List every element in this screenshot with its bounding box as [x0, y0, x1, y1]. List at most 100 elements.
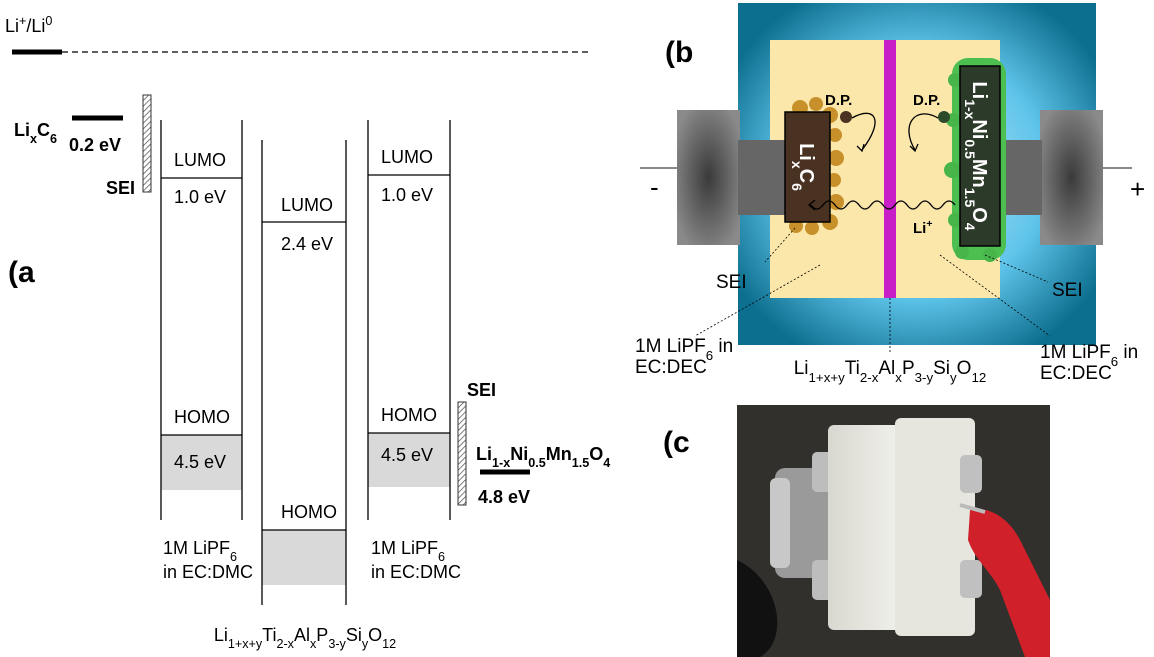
text-part: C: [795, 169, 817, 183]
sei-label: SEI: [106, 178, 135, 198]
superscript: 0: [45, 14, 52, 28]
dp-label: D.P.: [913, 92, 940, 109]
text-part: 1M LiPF: [1040, 342, 1111, 363]
anode-formula: LixC6: [14, 120, 57, 146]
text-part: Li: [794, 358, 809, 379]
text-part: Ni: [968, 119, 990, 139]
text-part: O: [589, 444, 603, 464]
superscript: +: [926, 218, 932, 230]
superscript: +: [19, 14, 26, 28]
homo-label: HOMO: [281, 502, 337, 522]
text-part: Al: [878, 358, 895, 379]
homo-energy: 4.5 eV: [381, 445, 433, 465]
column-name: in EC:DMC: [371, 562, 461, 582]
positive-terminal: +: [1130, 174, 1145, 204]
panel-b: (b D.P. D.P. Li+ LixC6: [635, 3, 1145, 385]
dp-label: D.P.: [825, 92, 852, 109]
text-part: 1M LiPF: [635, 336, 706, 357]
electrolyte-label: EC:DEC: [635, 357, 707, 378]
reference-label: Li+/Li0: [5, 14, 52, 36]
subscript: 0.5: [528, 456, 546, 470]
column-name: 1M LiPF6: [163, 538, 237, 564]
subscript: 0.5: [962, 139, 978, 159]
column-name: Li1+x+yTi2-xAlxP3-ySiyO12: [214, 625, 396, 651]
page: { "panel_a": { "label": "(a", "reference…: [0, 0, 1154, 657]
sei-label: SEI: [467, 380, 496, 400]
column-name: in EC:DMC: [163, 562, 253, 582]
current-collector: [1000, 140, 1042, 215]
figure: Li+/Li0 LixC6 0.2 eV SEI LUMO 1.0 eV HOM…: [0, 0, 1154, 657]
subscript: 6: [50, 132, 57, 146]
current-collector: [738, 140, 788, 215]
text-part: Al: [294, 625, 310, 645]
text-part: O: [368, 625, 382, 645]
text-part: Li: [5, 16, 19, 36]
current-collector: [677, 110, 740, 245]
subscript: 2-x: [860, 370, 879, 385]
text-part: Li: [968, 81, 990, 99]
decomposition-product: [938, 111, 950, 123]
subscript: x: [789, 161, 805, 169]
text-part: Ti: [845, 358, 860, 379]
homo-band: [262, 530, 346, 585]
panel-label: (b: [665, 36, 693, 69]
homo-label: HOMO: [174, 407, 230, 427]
subscript: 1-x: [492, 456, 510, 470]
panel-label: (a: [8, 256, 35, 289]
subscript: x: [30, 132, 37, 146]
text-part: O: [957, 358, 972, 379]
text-part: Li: [795, 143, 817, 161]
current-collector: [1040, 110, 1103, 245]
cell-photo: [737, 405, 1050, 657]
subscript: 1.5: [572, 456, 590, 470]
panel-a: Li+/Li0 LixC6 0.2 eV SEI LUMO 1.0 eV HOM…: [5, 14, 610, 651]
cathode-formula: Li1-xNi0.5Mn1.5O4: [476, 444, 610, 470]
text-part: Li: [214, 625, 228, 645]
subscript: 3-y: [328, 637, 346, 651]
text-part: Si: [346, 625, 362, 645]
subscript: 4: [603, 456, 610, 470]
lumo-label: LUMO: [381, 147, 433, 167]
text-part: Ni: [510, 444, 528, 464]
text-part: Li: [913, 220, 926, 237]
text-part: O: [968, 207, 990, 223]
electrolyte-label: EC:DEC: [1040, 363, 1112, 384]
sei-label: SEI: [1052, 280, 1083, 301]
text-part: P: [316, 625, 328, 645]
subscript: 12: [971, 370, 986, 385]
negative-terminal: -: [650, 172, 659, 202]
subscript: 1+x+y: [809, 370, 846, 385]
lumo-energy: 2.4 eV: [281, 234, 333, 254]
subscript: 12: [382, 637, 396, 651]
panel-c: (c: [663, 405, 1050, 657]
text-part: Li: [14, 120, 30, 140]
subscript: 3-y: [915, 370, 934, 385]
sei-label: SEI: [716, 272, 747, 293]
subscript: 4: [962, 223, 978, 231]
lumo-energy: 1.0 eV: [381, 185, 433, 205]
subscript: 6: [789, 183, 805, 191]
sei-layer: [143, 95, 151, 192]
text-part: C: [37, 120, 50, 140]
subscript: 6: [1111, 354, 1118, 369]
text-part: P: [902, 358, 915, 379]
text-part: in EC:DMC: [163, 562, 253, 582]
text-part: in: [713, 336, 733, 357]
text-part: Si: [933, 358, 950, 379]
text-part: EC:DEC: [635, 357, 707, 378]
text-part: Mn: [968, 159, 990, 188]
text-part: EC:DEC: [1040, 363, 1112, 384]
lumo-energy: 1.0 eV: [174, 187, 226, 207]
text-part: /Li: [26, 16, 45, 36]
subscript: 1.5: [962, 188, 978, 208]
separator-label: Li1+x+yTi2-xAlxP3-ySiyO12: [794, 358, 987, 385]
subscript: 6: [706, 348, 713, 363]
panel-label: (c: [663, 426, 690, 459]
subscript: 2-x: [276, 637, 294, 651]
text-part: Li: [476, 444, 492, 464]
column-name: 1M LiPF6: [371, 538, 445, 564]
text-part: in EC:DMC: [371, 562, 461, 582]
text-part: Mn: [546, 444, 572, 464]
homo-energy: 4.5 eV: [174, 452, 226, 472]
lumo-label: LUMO: [174, 150, 226, 170]
